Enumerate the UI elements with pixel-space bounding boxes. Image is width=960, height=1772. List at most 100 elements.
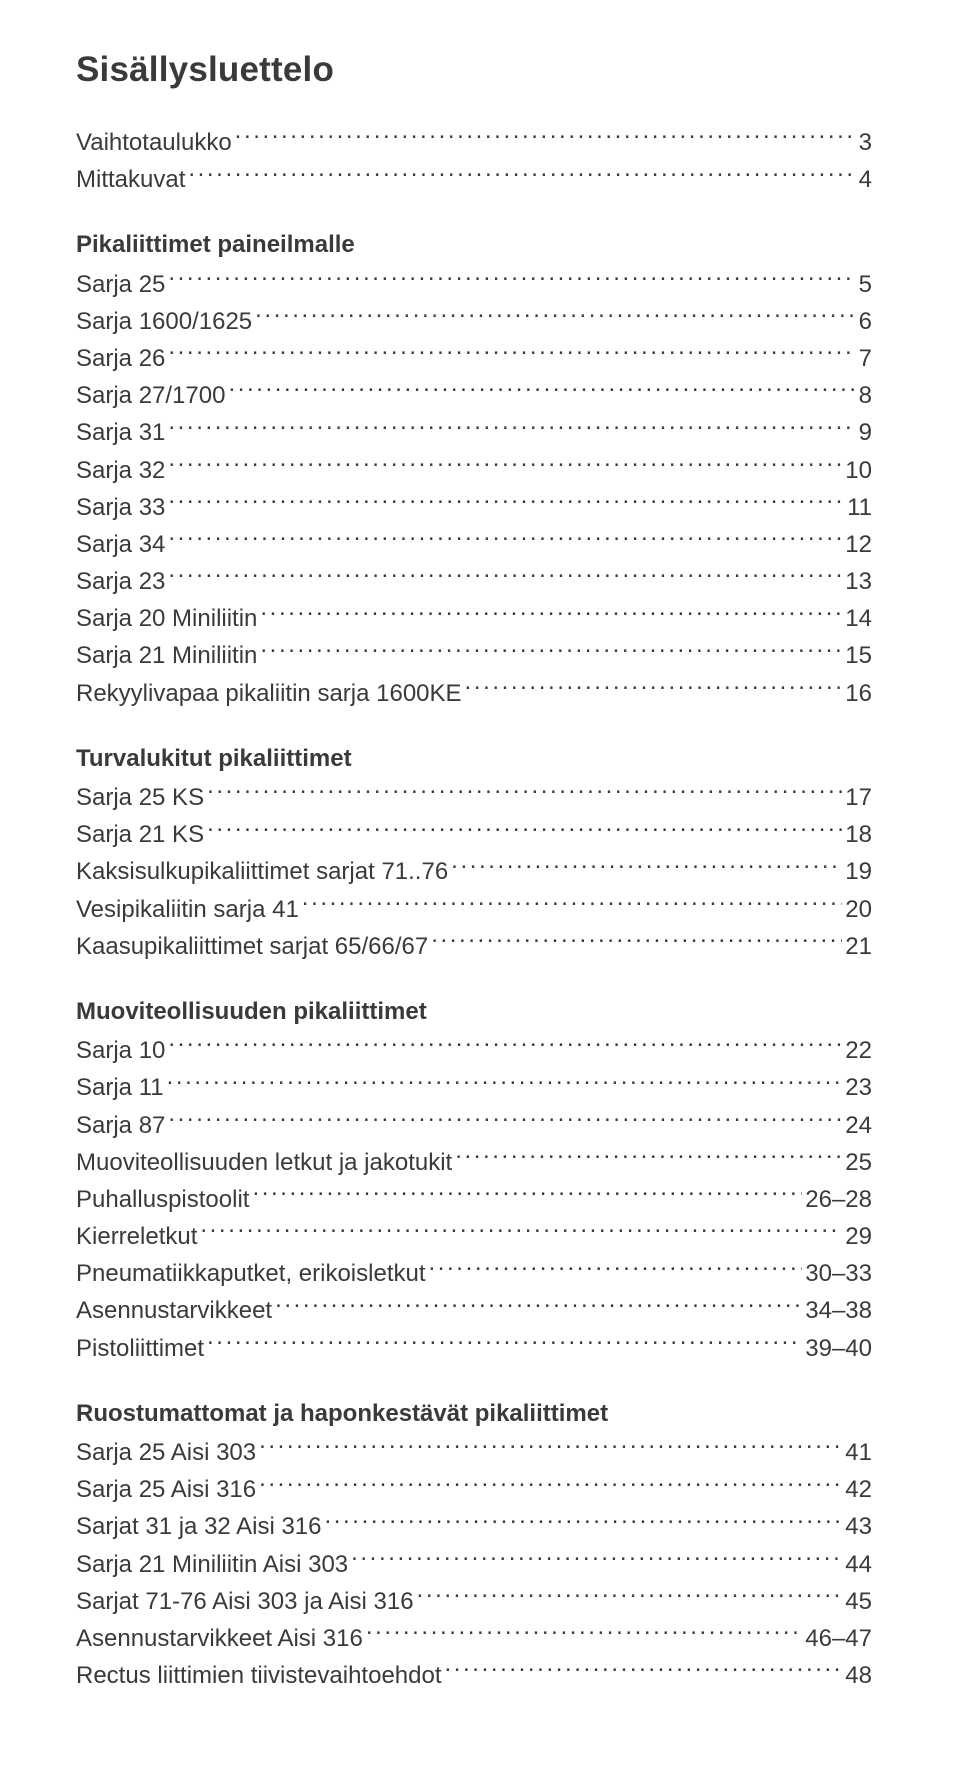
toc-entry-page: 14 xyxy=(845,600,872,637)
toc-entry-page: 13 xyxy=(845,563,872,600)
toc-entry-page: 25 xyxy=(845,1144,872,1181)
toc-row: Muoviteollisuuden letkut ja jakotukit 25 xyxy=(76,1144,872,1181)
toc-entry-label: Muoviteollisuuden letkut ja jakotukit xyxy=(76,1144,452,1181)
toc-entry-page: 18 xyxy=(845,816,872,853)
toc-leader-dots xyxy=(207,781,842,805)
toc-leader-dots xyxy=(228,379,855,403)
toc-entry-page: 17 xyxy=(845,779,872,816)
document-page: Sisällysluettelo Vaihtotaulukko 3Mittakuv… xyxy=(0,0,960,1772)
toc-entry-page: 26–28 xyxy=(805,1181,872,1218)
toc-row: Sarja 21 Miniliitin15 xyxy=(76,637,872,674)
toc-entry-page: 11 xyxy=(847,489,872,526)
toc-entry-label: Kierreletkut xyxy=(76,1218,197,1255)
toc-leader-dots xyxy=(235,126,856,150)
toc-row: Sarja 25 Aisi 30341 xyxy=(76,1434,872,1471)
toc-section: Pikaliittimet paineilmalleSarja 255Sarja… xyxy=(76,226,872,711)
toc-entry-page: 6 xyxy=(859,303,872,340)
toc-row: Kaasupikaliittimet sarjat 65/66/6721 xyxy=(76,928,872,965)
toc-row: Pneumatiikkaputket, erikoisletkut 30–33 xyxy=(76,1255,872,1292)
toc-leader-dots xyxy=(465,677,843,701)
toc-entry-page: 4 xyxy=(859,161,872,198)
toc-entry-label: Sarja 21 KS xyxy=(76,816,204,853)
toc-leader-dots xyxy=(200,1220,842,1244)
toc-leader-dots xyxy=(168,528,842,552)
toc-leader-dots xyxy=(302,893,843,917)
toc-row: Vaihtotaulukko 3 xyxy=(76,124,872,161)
toc-row: Sarja 25 Aisi 31642 xyxy=(76,1471,872,1508)
toc-entry-label: Sarja 26 xyxy=(76,340,165,377)
toc-row: Sarjat 31 ja 32 Aisi 31643 xyxy=(76,1508,872,1545)
section-heading: Muoviteollisuuden pikaliittimet xyxy=(76,993,872,1030)
toc-entry-label: Sarja 21 Miniliitin xyxy=(76,637,257,674)
toc-entry-page: 10 xyxy=(845,452,872,489)
toc-row: Mittakuvat4 xyxy=(76,161,872,198)
toc-entry-page: 29 xyxy=(845,1218,872,1255)
toc-leader-dots xyxy=(455,1146,842,1170)
toc-entry-page: 5 xyxy=(859,266,872,303)
toc-leader-dots xyxy=(451,855,842,879)
toc-leader-dots xyxy=(417,1585,843,1609)
toc-entry-page: 7 xyxy=(859,340,872,377)
toc-leader-dots xyxy=(260,639,842,663)
toc-entry-label: Rekyylivapaa pikaliitin sarja 1600KE xyxy=(76,675,462,712)
toc-entry-page: 8 xyxy=(859,377,872,414)
toc-entry-page: 19 xyxy=(845,853,872,890)
toc-leader-dots xyxy=(207,818,842,842)
toc-entry-label: Vesipikaliitin sarja 41 xyxy=(76,891,299,928)
toc-entry-page: 30–33 xyxy=(805,1255,872,1292)
toc-entry-label: Sarja 27/1700 xyxy=(76,377,225,414)
toc-entry-label: Sarja 11 xyxy=(76,1069,164,1106)
toc-leader-dots xyxy=(252,1183,802,1207)
toc-entry-page: 9 xyxy=(859,414,872,451)
toc-row: Sarja 8724 xyxy=(76,1107,872,1144)
toc-entry-label: Puhalluspistoolit xyxy=(76,1181,249,1218)
section-heading: Turvalukitut pikaliittimet xyxy=(76,740,872,777)
toc-leader-dots xyxy=(168,454,842,478)
toc-row: Pistoliittimet39–40 xyxy=(76,1330,872,1367)
toc-row: Sarja 1600/16256 xyxy=(76,303,872,340)
toc-entry-label: Sarja 25 Aisi 316 xyxy=(76,1471,256,1508)
toc-leader-dots xyxy=(167,1071,843,1095)
toc-leader-dots xyxy=(429,1257,803,1281)
toc-leader-dots xyxy=(351,1548,842,1572)
toc-entry-page: 20 xyxy=(845,891,872,928)
toc-entry-page: 21 xyxy=(845,928,872,965)
toc-entry-label: Pneumatiikkaputket, erikoisletkut xyxy=(76,1255,426,1292)
toc-entry-label: Sarja 32 xyxy=(76,452,165,489)
toc-row: Rectus liittimien tiivistevaihtoehdot48 xyxy=(76,1657,872,1694)
toc-entry-page: 43 xyxy=(845,1508,872,1545)
toc-row: Asennustarvikkeet Aisi 31646–47 xyxy=(76,1620,872,1657)
toc-leader-dots xyxy=(259,1473,842,1497)
toc-section: Ruostumattomat ja haponkestävät pikaliit… xyxy=(76,1395,872,1695)
toc-entry-label: Sarjat 71-76 Aisi 303 ja Aisi 316 xyxy=(76,1583,414,1620)
toc-leader-dots xyxy=(260,602,842,626)
toc-entry-page: 3 xyxy=(859,124,872,161)
toc-row: Sarja 319 xyxy=(76,414,872,451)
toc-leader-dots xyxy=(168,491,844,515)
toc-section: Vaihtotaulukko 3Mittakuvat4 xyxy=(76,124,872,198)
toc-row: Puhalluspistoolit 26–28 xyxy=(76,1181,872,1218)
toc-entry-label: Sarja 33 xyxy=(76,489,165,526)
toc-row: Kaksisulkupikaliittimet sarjat 71..76 19 xyxy=(76,853,872,890)
toc-leader-dots xyxy=(168,1109,842,1133)
toc-leader-dots xyxy=(207,1332,802,1356)
toc-leader-dots xyxy=(168,1034,842,1058)
toc-entry-page: 24 xyxy=(845,1107,872,1144)
toc-leader-dots xyxy=(168,268,855,292)
toc-row: Sarja 21 Miniliitin Aisi 30344 xyxy=(76,1546,872,1583)
toc-row: Sarja 3412 xyxy=(76,526,872,563)
toc-row: Rekyylivapaa pikaliitin sarja 1600KE16 xyxy=(76,675,872,712)
toc-entry-label: Rectus liittimien tiivistevaihtoehdot xyxy=(76,1657,442,1694)
page-title: Sisällysluettelo xyxy=(76,50,872,90)
toc-leader-dots xyxy=(255,305,855,329)
toc-row: Sarja 32 10 xyxy=(76,452,872,489)
toc-entry-page: 34–38 xyxy=(805,1292,872,1329)
toc-row: Sarja 1123 xyxy=(76,1069,872,1106)
toc-entry-label: Sarja 25 xyxy=(76,266,165,303)
toc-entry-label: Kaksisulkupikaliittimet sarjat 71..76 xyxy=(76,853,448,890)
toc-leader-dots xyxy=(445,1659,843,1683)
toc-entry-page: 45 xyxy=(845,1583,872,1620)
toc-entry-label: Vaihtotaulukko xyxy=(76,124,232,161)
toc-leader-dots xyxy=(431,930,842,954)
toc-entry-label: Asennustarvikkeet Aisi 316 xyxy=(76,1620,363,1657)
